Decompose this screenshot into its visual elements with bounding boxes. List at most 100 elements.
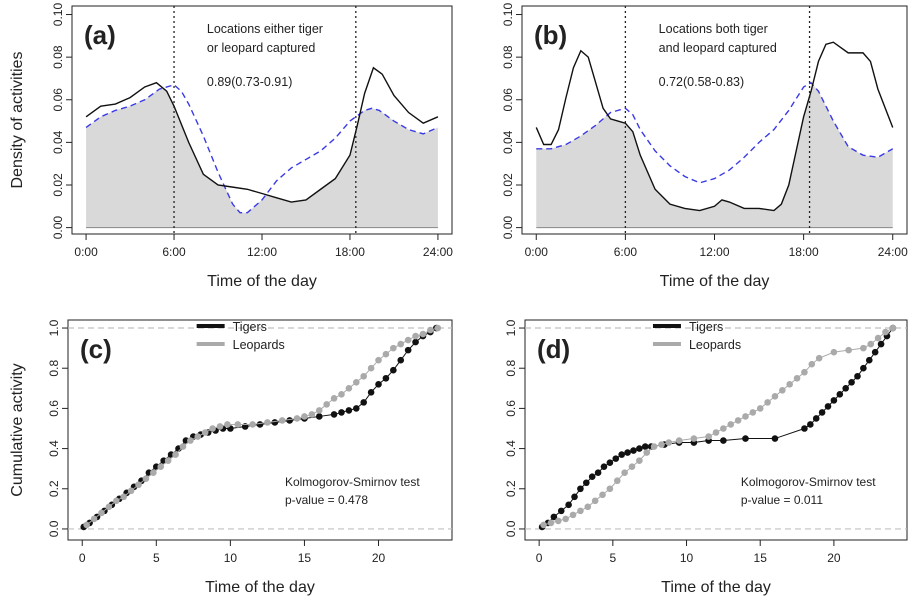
- x-tick-label: 0:00: [525, 245, 549, 259]
- annotation-line: or leopard captured: [207, 41, 315, 55]
- leopard-point: [771, 393, 779, 400]
- overlap-coefficient: 0.89(0.73-0.91): [207, 75, 292, 89]
- plot-frame: [67, 319, 453, 541]
- tiger-point: [848, 378, 855, 386]
- leopard-point: [547, 519, 555, 527]
- tiger-point: [830, 397, 838, 404]
- leopard-point: [315, 407, 323, 414]
- y-tick-label: 0.0: [504, 520, 518, 537]
- tiger-point: [865, 356, 873, 364]
- leopard-point: [434, 324, 442, 332]
- leopard-point: [874, 334, 882, 342]
- leopard-point: [164, 457, 172, 464]
- y-tick-label: 0.06: [51, 88, 65, 112]
- leopard-point: [845, 346, 852, 354]
- leopard-point: [367, 364, 375, 372]
- leopard-point: [786, 380, 793, 388]
- leopard-point: [636, 457, 643, 464]
- plot-frame: [524, 319, 908, 541]
- leopard-point: [764, 399, 771, 406]
- leopard-point: [412, 332, 419, 340]
- leopard-point: [658, 441, 665, 448]
- x-tick-label: 24:00: [878, 245, 908, 259]
- overlap-area: [86, 88, 438, 228]
- tiger-point: [636, 445, 643, 452]
- leopard-point: [801, 368, 808, 376]
- leopard-point: [278, 417, 286, 424]
- tiger-point: [397, 356, 405, 364]
- tiger-point: [577, 485, 584, 493]
- tiger-point: [771, 435, 779, 442]
- leopard-point: [360, 372, 368, 380]
- leopard-point: [650, 443, 658, 450]
- tiger-point: [612, 455, 620, 462]
- tiger-point: [256, 421, 264, 428]
- x-axis-label: Time of the day: [205, 579, 315, 596]
- panel-a: 0.00 0.02 0.04 0.06 0.08 0.10 0:00 6:00 12:00 18:…: [9, 3, 453, 290]
- leopard-point: [172, 451, 179, 458]
- leopard-point: [427, 326, 434, 334]
- leopard-point: [643, 449, 651, 456]
- tiger-point: [404, 346, 412, 354]
- y-tick-label: 0.0: [47, 520, 61, 537]
- y-tick-label: 0.04: [51, 130, 65, 154]
- x-tick-label: 12:00: [247, 245, 277, 259]
- leopard-point: [613, 477, 621, 485]
- tiger-point: [871, 348, 879, 356]
- y-tick-label: 0.00: [51, 216, 65, 240]
- x-tick-label: 10: [680, 551, 694, 565]
- x-tick-label: 5: [609, 551, 616, 565]
- panel-c: 0.0 0.2 0.4 0.6 0.8 1.0 0 5 10 15 20 Time of the da…: [9, 319, 453, 596]
- leopard-point: [404, 336, 412, 344]
- tiger-point: [812, 415, 820, 422]
- leopard-point: [249, 421, 256, 428]
- leopard-point: [419, 330, 427, 338]
- leopard-point: [201, 429, 209, 436]
- p-value: p-value = 0.478: [285, 493, 368, 507]
- leopard-point: [882, 328, 889, 336]
- leopard-point: [352, 378, 360, 386]
- tiger-point: [630, 447, 637, 454]
- leopard-point: [135, 481, 142, 489]
- annotation-line: Locations either tiger: [207, 22, 323, 36]
- leopard-point: [793, 374, 801, 382]
- leopard-point: [390, 344, 397, 352]
- leopard-point: [194, 433, 202, 440]
- tiger-point: [550, 513, 558, 521]
- leopard-density-line: [536, 81, 894, 184]
- leopard-point: [665, 439, 673, 446]
- leopard-point: [749, 409, 757, 416]
- leopard-point: [727, 421, 735, 428]
- p-value: p-value = 0.011: [741, 493, 823, 507]
- x-axis-label: Time of the day: [661, 579, 771, 596]
- x-tick-label: 18:00: [789, 245, 819, 259]
- leopard-point: [675, 437, 683, 444]
- x-tick-label: 10: [224, 551, 238, 565]
- leopard-point: [224, 421, 231, 428]
- leopard-point: [345, 385, 353, 392]
- x-tick-label: 0: [536, 551, 543, 565]
- tiger-point: [583, 479, 590, 487]
- y-tick-label: 0.02: [501, 173, 515, 197]
- panel-label: (b): [534, 20, 567, 50]
- x-tick-label: 12:00: [699, 245, 729, 259]
- y-tick-label: 0.08: [51, 45, 65, 69]
- leopard-point: [628, 463, 636, 470]
- y-axis-label: Cumulative activity: [9, 363, 26, 496]
- leopard-point: [330, 395, 338, 402]
- tiger-point: [338, 409, 345, 416]
- leopard-point: [606, 485, 614, 493]
- leopard-point: [301, 413, 308, 420]
- tiger-point: [367, 389, 375, 396]
- leopard-point: [562, 515, 569, 523]
- legend-label: Leopards: [233, 338, 285, 352]
- y-tick-label: 0.06: [501, 88, 515, 112]
- leopard-point: [397, 340, 405, 348]
- tiger-point: [360, 399, 368, 406]
- leopard-point: [209, 425, 216, 432]
- leopard-point: [83, 521, 90, 529]
- leopard-point: [98, 509, 105, 517]
- annotation-line: and leopard captured: [659, 41, 777, 55]
- x-tick-label: 18:00: [335, 245, 365, 259]
- tiger-density-line: [535, 41, 894, 212]
